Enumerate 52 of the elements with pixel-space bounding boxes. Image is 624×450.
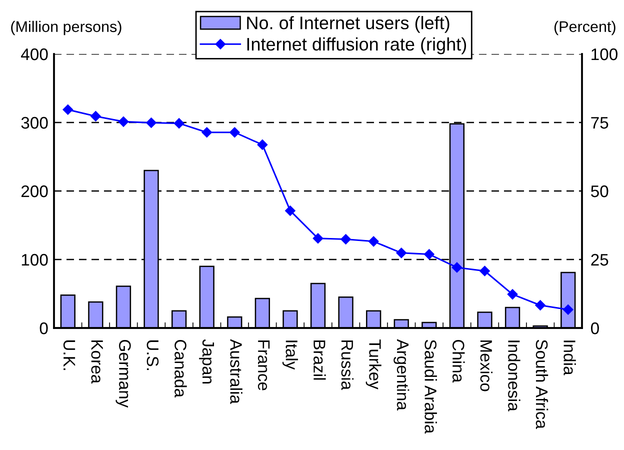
x-tick-label: Korea [91, 340, 103, 384]
point [312, 233, 324, 244]
x-tick-label: China [452, 340, 465, 383]
point [174, 118, 184, 128]
x-tick-label: Russia [341, 340, 354, 390]
y2-tick-label: 50 [591, 185, 608, 198]
point [562, 304, 574, 315]
x-tick-label: U.S. [146, 340, 159, 370]
y2-axis-title: (Percent) [554, 20, 616, 36]
x-tick-label: Germany [116, 340, 131, 408]
y2-tick-label: 75 [591, 117, 608, 129]
x-tick-label: Italy [282, 340, 298, 370]
x-tick-label: Turkey [366, 339, 382, 390]
y2-tick-label: 100 [592, 48, 618, 60]
y-axis-title: (Million persons) [11, 20, 122, 36]
point [452, 262, 462, 273]
y-tick-label: 200 [21, 185, 48, 198]
y-tick-label: 0 [40, 322, 48, 334]
x-tick-label: France [258, 340, 270, 390]
legend-label: No. of Internet users (left) [247, 16, 450, 33]
x-tick-label: U.K. [63, 340, 76, 370]
point [146, 118, 156, 128]
y-tick-label: 100 [22, 254, 48, 266]
point [257, 140, 268, 150]
y-tick-label: 300 [21, 116, 48, 129]
point [480, 266, 490, 276]
y2-tick-label: 25 [591, 254, 608, 266]
point [230, 127, 240, 138]
point [535, 300, 546, 310]
point [118, 116, 129, 127]
x-tick-label: Indonesia [508, 340, 520, 412]
y2-tick-label: 0 [590, 322, 599, 334]
x-tick-label: South Africa [536, 340, 548, 429]
point [285, 206, 296, 216]
x-tick-label: Argentina [394, 339, 410, 410]
x-tick-label: Canada [174, 340, 187, 398]
x-tick-label: Brazil [314, 340, 326, 380]
point [202, 127, 212, 138]
point [396, 248, 406, 258]
point [507, 289, 518, 300]
x-tick-label: Mexico [480, 340, 493, 392]
point [90, 111, 101, 122]
x-tick-label: Saudi Arabia [424, 340, 437, 434]
x-tick-label: Australia [230, 339, 242, 404]
point [62, 104, 74, 115]
point [368, 236, 379, 247]
point [424, 249, 434, 260]
legend-label: Internet diffusion rate (right) [247, 37, 466, 54]
x-tick-label: Japan [199, 339, 214, 384]
y-tick-label: 400 [21, 48, 48, 60]
x-tick-label: India [564, 340, 576, 376]
point [340, 234, 351, 244]
